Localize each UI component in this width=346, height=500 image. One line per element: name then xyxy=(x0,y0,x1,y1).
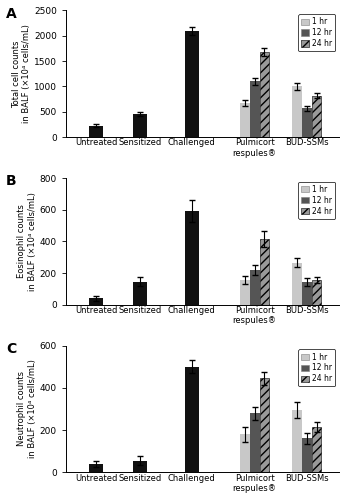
Bar xyxy=(249,82,260,137)
Bar xyxy=(89,126,103,137)
Bar xyxy=(260,239,270,304)
Y-axis label: Neutrophil counts
in BALF (×10⁴ cells/mL): Neutrophil counts in BALF (×10⁴ cells/mL… xyxy=(18,360,37,458)
Bar xyxy=(185,366,199,472)
Bar xyxy=(239,280,249,304)
Legend: 1 hr, 12 hr, 24 hr: 1 hr, 12 hr, 24 hr xyxy=(298,350,335,387)
Y-axis label: Total cell counts
in BALF (×10⁴ cells/mL): Total cell counts in BALF (×10⁴ cells/mL… xyxy=(12,24,31,123)
Legend: 1 hr, 12 hr, 24 hr: 1 hr, 12 hr, 24 hr xyxy=(298,182,335,219)
Bar xyxy=(292,410,302,472)
Bar xyxy=(185,212,199,304)
Bar xyxy=(302,282,311,304)
Bar xyxy=(311,96,321,137)
Bar xyxy=(133,460,147,472)
Text: A: A xyxy=(6,6,17,20)
Bar xyxy=(302,108,311,137)
Bar xyxy=(311,427,321,472)
Legend: 1 hr, 12 hr, 24 hr: 1 hr, 12 hr, 24 hr xyxy=(298,14,335,51)
Bar xyxy=(260,378,270,472)
Bar xyxy=(239,434,249,472)
Y-axis label: Eosinophil counts
in BALF (×10⁴ cells/mL): Eosinophil counts in BALF (×10⁴ cells/mL… xyxy=(18,192,37,291)
Bar xyxy=(185,30,199,137)
Bar xyxy=(292,86,302,137)
Bar xyxy=(292,262,302,304)
Bar xyxy=(260,52,270,137)
Bar xyxy=(239,102,249,137)
Bar xyxy=(249,270,260,304)
Bar xyxy=(302,438,311,472)
Bar xyxy=(311,280,321,304)
Bar xyxy=(89,298,103,304)
Text: B: B xyxy=(6,174,17,188)
Bar xyxy=(133,282,147,304)
Text: C: C xyxy=(6,342,16,356)
Bar xyxy=(133,114,147,137)
Bar xyxy=(89,464,103,472)
Bar xyxy=(249,413,260,472)
